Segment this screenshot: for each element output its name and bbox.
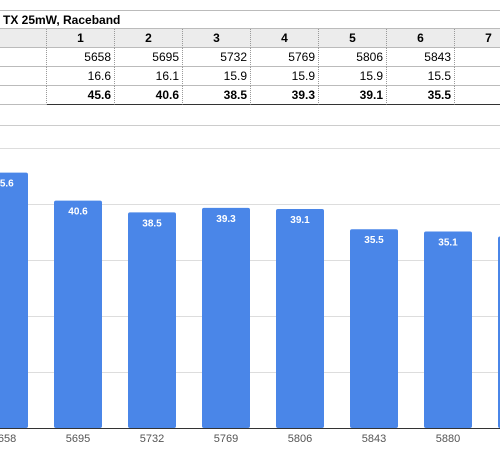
data-cell xyxy=(455,67,500,86)
bar xyxy=(276,209,324,428)
x-tick-label: 5769 xyxy=(214,433,238,445)
data-cell: 5843 xyxy=(387,48,455,67)
data-cell: 15.9 xyxy=(183,67,251,86)
data-cell: 15.9 xyxy=(251,67,319,86)
data-cell: 35.5 xyxy=(387,86,455,105)
data-cell: 38.5 xyxy=(183,86,251,105)
column-header: 1 xyxy=(47,29,115,48)
x-tick-label: 5658 xyxy=(0,433,16,445)
data-cell xyxy=(455,48,500,67)
bar xyxy=(424,231,472,428)
data-cell: 40.6 xyxy=(115,86,183,105)
bar xyxy=(350,229,398,428)
bar xyxy=(54,200,102,428)
x-tick-label: 5880 xyxy=(436,433,460,445)
data-cell: 16.1 xyxy=(115,67,183,86)
table-title: TX 25mW, Raceband xyxy=(0,10,500,29)
bar xyxy=(128,212,176,428)
data-cell: 39.1 xyxy=(319,86,387,105)
column-header: 2 xyxy=(115,29,183,48)
data-label: 45.6 xyxy=(0,179,14,190)
row-label xyxy=(0,67,47,86)
data-label: 39.3 xyxy=(216,214,236,225)
column-header: 4 xyxy=(251,29,319,48)
column-header: 7 xyxy=(455,29,500,48)
data-label: 35.5 xyxy=(364,235,384,246)
column-header: 5 xyxy=(319,29,387,48)
data-cell: 5732 xyxy=(183,48,251,67)
data-cell: 15.9 xyxy=(319,67,387,86)
row-label xyxy=(0,48,47,67)
data-cell xyxy=(455,86,500,105)
data-label: 39.1 xyxy=(290,215,310,226)
row-label xyxy=(0,86,47,105)
x-tick-label: 5695 xyxy=(66,433,90,445)
data-cell: 5695 xyxy=(115,48,183,67)
data-label: 38.5 xyxy=(142,218,162,229)
data-cell: 45.6 xyxy=(47,86,115,105)
data-cell: 39.3 xyxy=(251,86,319,105)
data-cell: 5658 xyxy=(47,48,115,67)
data-cell: 5806 xyxy=(319,48,387,67)
data-cell: 5769 xyxy=(251,48,319,67)
x-tick-label: 5806 xyxy=(288,433,312,445)
x-tick-label: 5732 xyxy=(140,433,164,445)
data-label: 40.6 xyxy=(68,207,88,218)
data-cell: 15.5 xyxy=(387,67,455,86)
data-label: 35.1 xyxy=(438,237,458,248)
x-tick-label: 5843 xyxy=(362,433,386,445)
column-header: 3 xyxy=(183,29,251,48)
data-cell: 16.6 xyxy=(47,67,115,86)
bar xyxy=(0,172,28,428)
row-label xyxy=(0,29,47,48)
column-header: 6 xyxy=(387,29,455,48)
bar xyxy=(202,207,250,428)
